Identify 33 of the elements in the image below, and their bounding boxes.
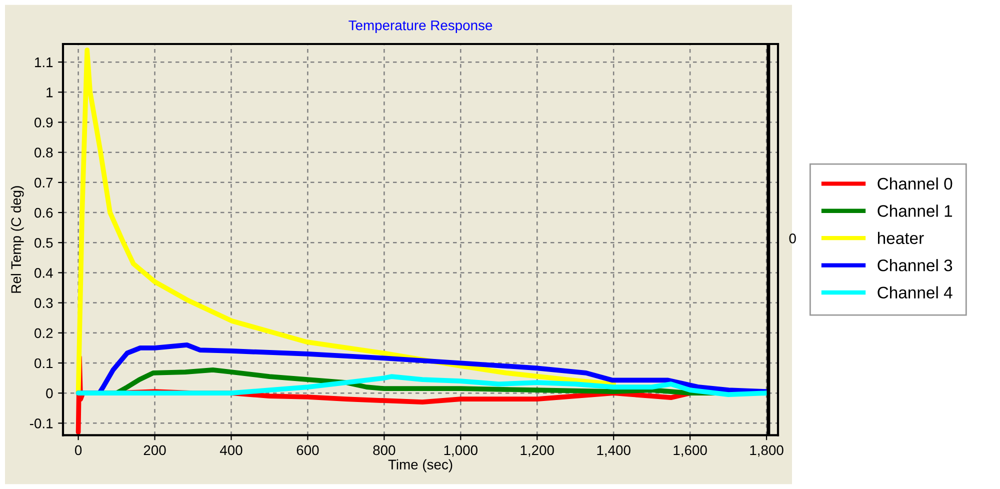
y-axis-title: Rel Temp (C deg) bbox=[10, 186, 24, 293]
y-tick-label: 0.5 bbox=[34, 238, 53, 248]
x-tick-label: 200 bbox=[144, 445, 166, 456]
x-tick-label: 1,400 bbox=[597, 445, 630, 457]
x-tick-label: 1,200 bbox=[520, 445, 554, 457]
y-tick-label: 0.3 bbox=[34, 298, 53, 308]
legend-label: Channel 0 bbox=[878, 177, 952, 190]
x-tick-label: 600 bbox=[296, 445, 319, 456]
x-tick-label: 400 bbox=[220, 445, 242, 456]
y-tick-label: 0.1 bbox=[34, 358, 53, 368]
y-tick-label: 0.9 bbox=[34, 118, 53, 128]
legend-label: Channel 1 bbox=[878, 204, 952, 217]
x-axis-title: Time (sec) bbox=[388, 459, 452, 472]
x-tick-label: 1,800 bbox=[750, 445, 784, 457]
x-tick-label: 1,000 bbox=[444, 445, 478, 457]
legend-label: Channel 4 bbox=[878, 286, 952, 298]
y-tick-label: -0.1 bbox=[30, 418, 53, 428]
y-tick-label: 0 bbox=[46, 388, 53, 398]
x-tick-label: 0 bbox=[74, 445, 82, 456]
y-tick-label: 0.7 bbox=[34, 178, 53, 188]
y-tick-label: 0.2 bbox=[34, 328, 53, 338]
legend-label: heater bbox=[878, 232, 924, 244]
chart-title: Temperature Response bbox=[348, 20, 492, 34]
y-tick-label: 0.4 bbox=[34, 268, 53, 278]
y-tick-label: 0.6 bbox=[34, 208, 53, 218]
text: 0 bbox=[789, 234, 796, 244]
y-tick-label: 1 bbox=[46, 88, 53, 98]
y-tick-label: 1.1 bbox=[35, 58, 53, 68]
y-tick-label: 0.8 bbox=[34, 148, 53, 158]
line-series bbox=[76, 374, 769, 398]
legend-label: Channel 3 bbox=[878, 259, 952, 272]
x-tick-label: 800 bbox=[373, 445, 396, 456]
x-tick-label: 1,600 bbox=[674, 445, 707, 457]
